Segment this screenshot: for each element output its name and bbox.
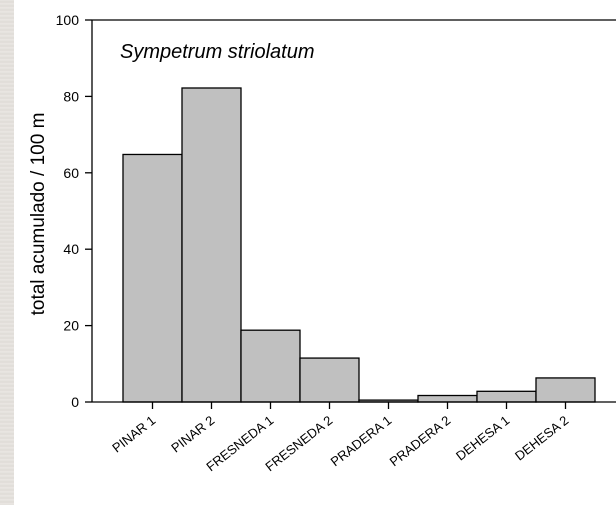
y-tick-label: 40: [63, 241, 79, 257]
y-axis-label: total acumulado / 100 m: [28, 113, 49, 316]
y-tick-label: 80: [63, 88, 79, 104]
x-tick-label: DEHESA 1: [453, 413, 512, 464]
bars-group: [122, 87, 596, 403]
axes-group: [91, 19, 616, 403]
bar-pinar-1: [122, 153, 183, 403]
bar-fresneda-2: [299, 357, 360, 403]
bar-dehesa-2: [535, 377, 596, 403]
y-ticks-group: 0 20 40 60 80 100: [56, 12, 92, 410]
x-tick-label: PRADERA 1: [328, 413, 395, 470]
y-tick-label: 60: [63, 165, 79, 181]
x-tick-label: DEHESA 2: [512, 413, 571, 464]
bar-pinar-2: [181, 87, 242, 403]
x-tick-label: PRADERA 2: [387, 413, 454, 470]
page-edge-texture: [0, 0, 14, 505]
chart-title: Sympetrum striolatum: [120, 41, 315, 63]
bar-pradera-2: [417, 394, 478, 403]
x-tick-label: PINAR 1: [109, 413, 158, 456]
y-tick-label: 0: [71, 394, 79, 410]
bar-fresneda-1: [240, 329, 301, 403]
y-tick-label: 20: [63, 318, 79, 334]
bar-dehesa-1: [476, 390, 537, 403]
x-tick-label: PINAR 2: [168, 413, 217, 456]
y-tick-label: 100: [56, 12, 80, 28]
